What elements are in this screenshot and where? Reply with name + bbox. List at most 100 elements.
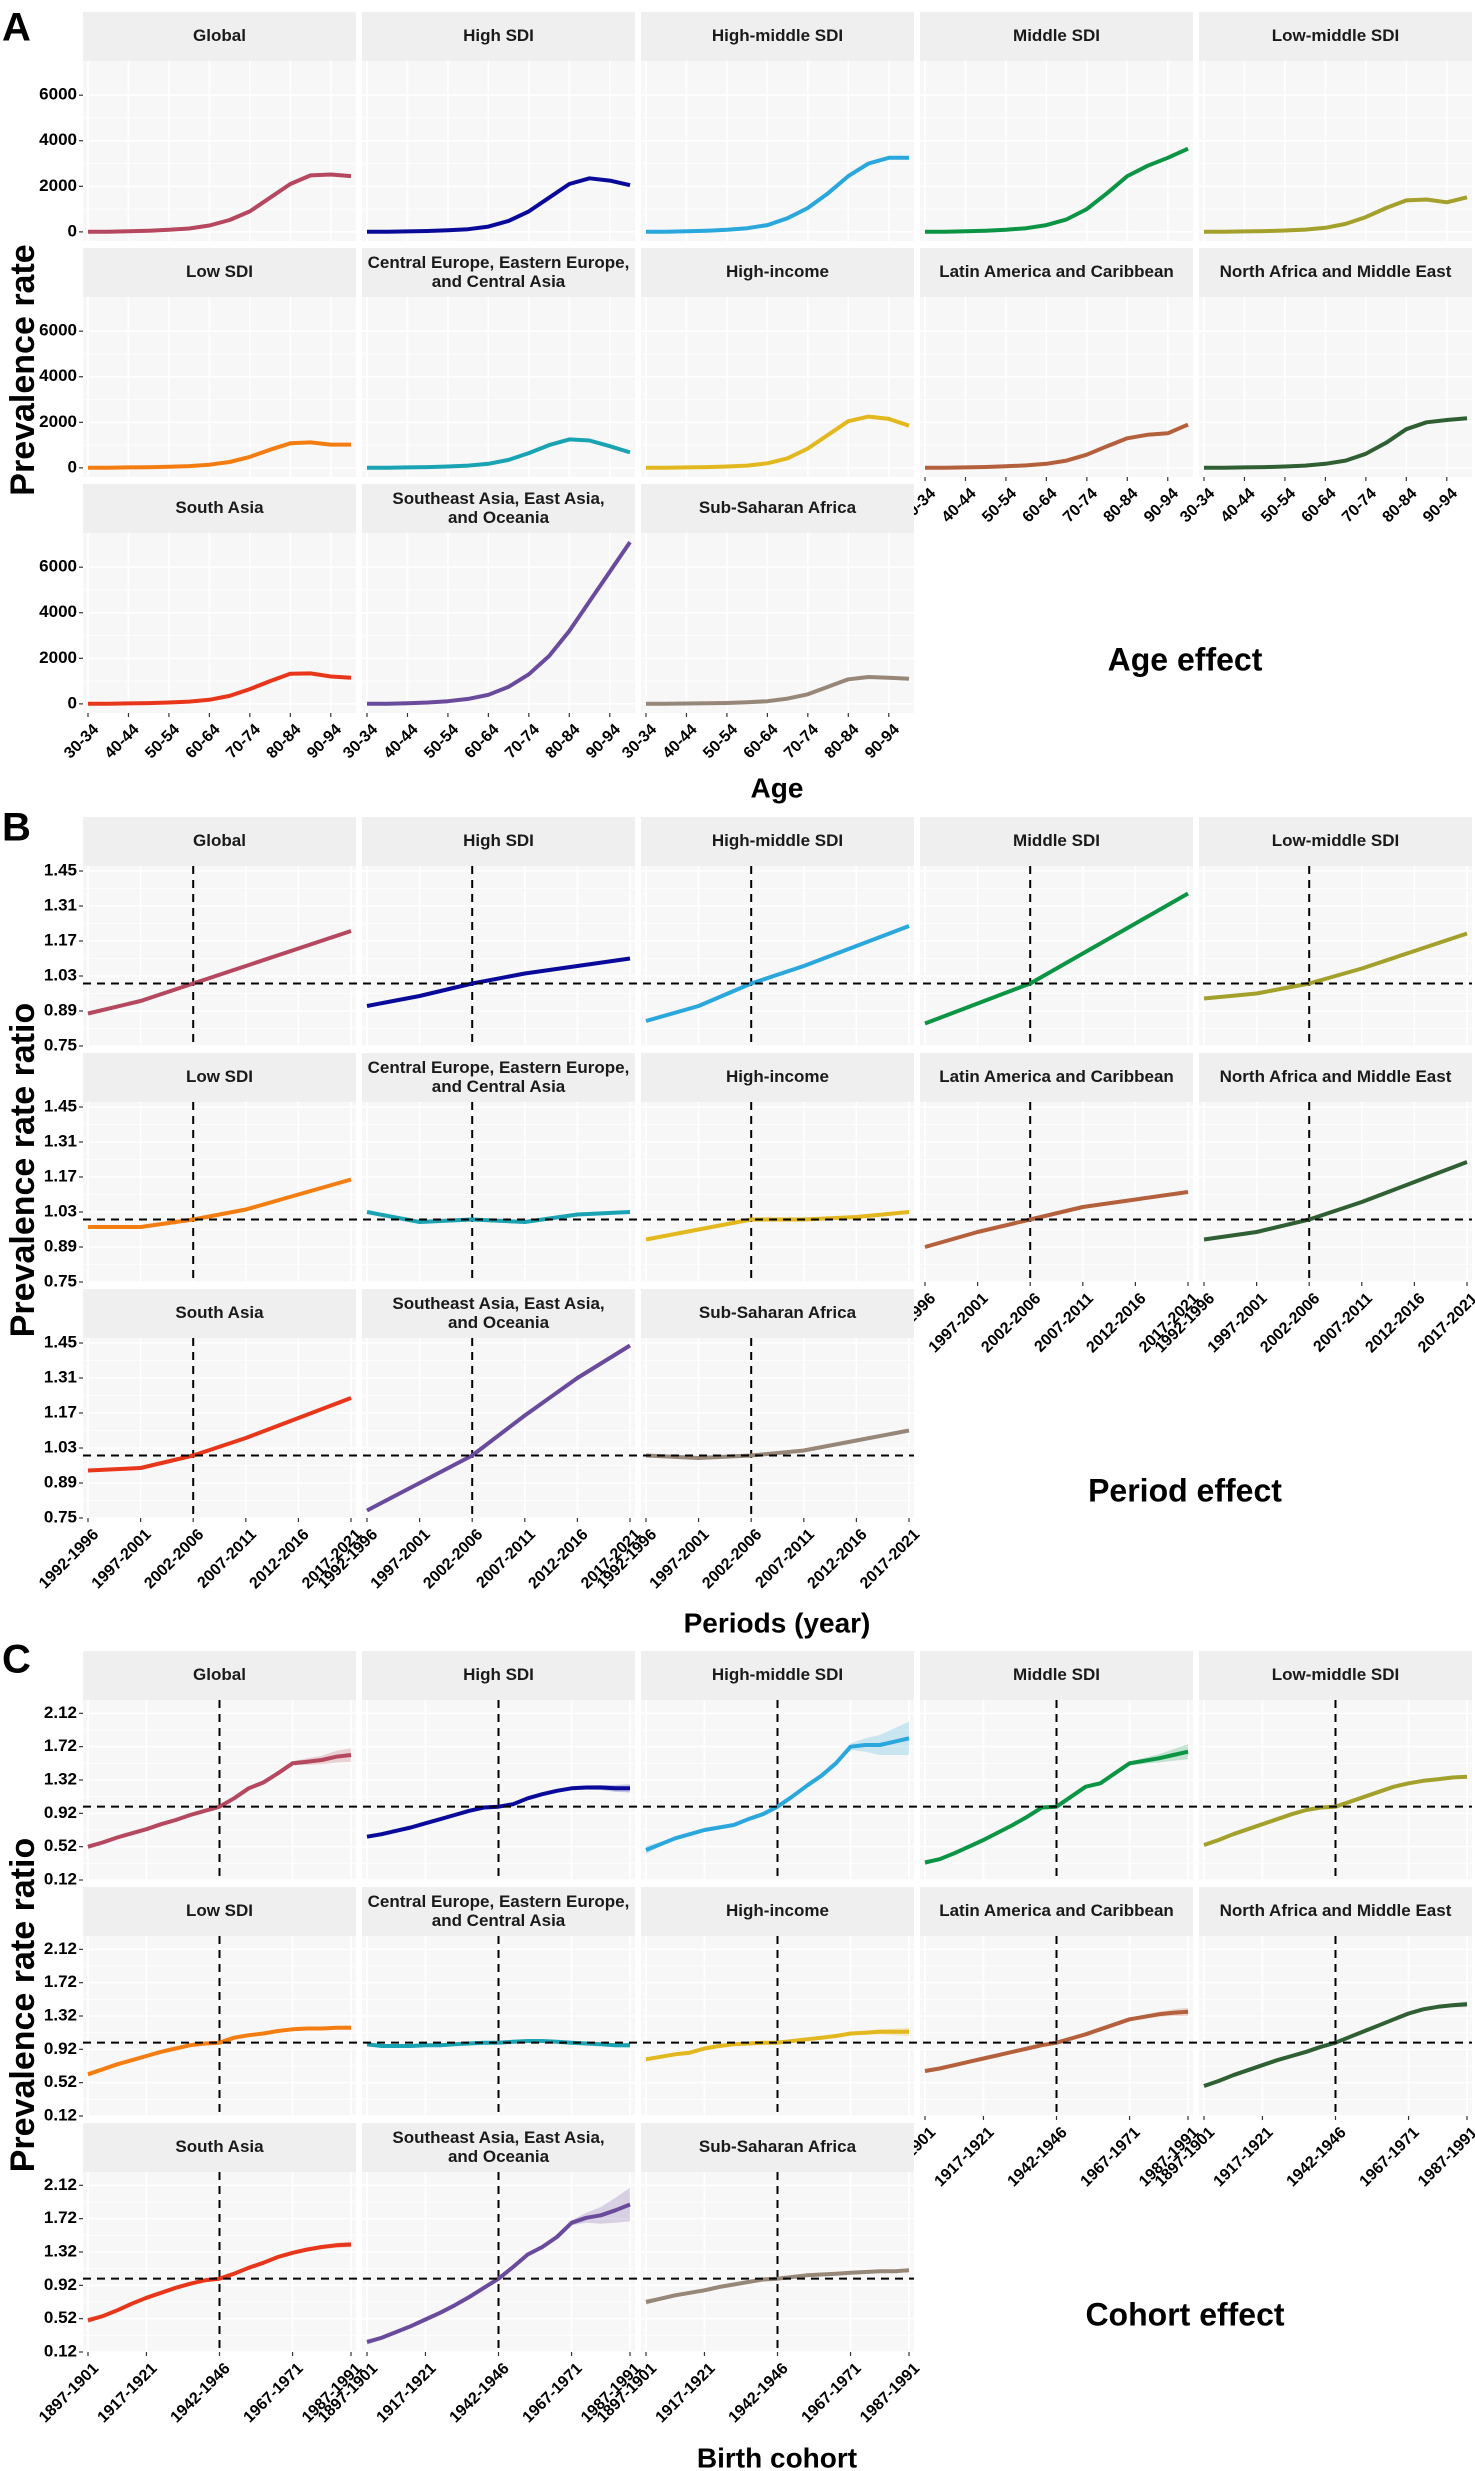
x-tick-label: 1917-1921	[932, 2124, 998, 2190]
facet-middle-sdi: Middle SDI	[920, 1651, 1193, 1881]
facet-strip	[1199, 248, 1472, 297]
facet-title: North Africa and Middle East	[1220, 1067, 1452, 1086]
facet-strip	[641, 1887, 914, 1936]
facet-strip	[83, 817, 356, 866]
effect-label: Age effect	[1108, 641, 1263, 677]
facet-title: Global	[193, 831, 246, 850]
facet-central-europe-eastern-europe-and-central-asia: Central Europe, Eastern Europe,and Centr…	[362, 1887, 635, 2117]
x-tick-label: 70-74	[1060, 485, 1101, 526]
y-tick-label: 6000	[39, 557, 77, 576]
facet-title: High SDI	[463, 26, 534, 45]
facet-high-sdi: High SDI	[362, 12, 635, 241]
plot-background	[1199, 61, 1472, 241]
plot-background	[920, 297, 1193, 477]
facet-strip	[362, 484, 635, 533]
series-line-global	[87, 929, 352, 1016]
facet-title: Global	[193, 26, 246, 45]
series-line-high-income	[645, 2029, 909, 2062]
y-tick-label: 0.75	[44, 1271, 77, 1290]
facet-strip	[1199, 1651, 1472, 1700]
x-tick-label: 40-44	[1218, 485, 1259, 526]
facet-low-sdi: Low SDI 0.75 0.89 1.03 1.17 1.31 1.45	[44, 1053, 356, 1290]
y-tick-label: 2000	[39, 176, 77, 195]
series-line-sub-saharan-africa	[645, 1428, 910, 1460]
x-tick-label: 40-44	[660, 721, 701, 762]
x-tick-label: 1942-1946	[1284, 2124, 1350, 2190]
x-tick-label: 40-44	[102, 721, 143, 762]
series-line-central-europe-eastern-europe-and-central-asia	[366, 2039, 630, 2048]
x-tick-label: 80-84	[1101, 485, 1142, 526]
plot-background	[362, 61, 635, 241]
y-tick-label: 1.45	[44, 1096, 77, 1115]
plot-background	[83, 1338, 356, 1518]
x-tick-label: 80-84	[264, 721, 305, 762]
panel-letter: C	[2, 1638, 31, 1682]
series-line-latin-america-and-caribbean	[924, 422, 1189, 470]
y-tick-label: 1.45	[44, 1332, 77, 1351]
x-tick-label: 50-54	[979, 485, 1020, 526]
facet-north-africa-and-middle-east: North Africa and Middle East1992-1996199…	[1152, 1053, 1475, 1356]
facet-low-sdi: Low SDI 0.12 0.52 0.92 1.32 1.72 2.12	[44, 1887, 356, 2124]
series-line-high-income	[645, 414, 910, 470]
x-axis-title: Periods (year)	[684, 1607, 871, 1638]
x-tick-label: 50-54	[1258, 485, 1299, 526]
plot-background	[1199, 866, 1472, 1046]
x-tick-label: 80-84	[543, 721, 584, 762]
facet-south-asia: South Asia 0.12 0.52 0.92 1.32 1.72 2.12 1897-1…	[36, 2123, 365, 2426]
facet-strip	[362, 1887, 635, 1936]
x-tick-label: 30-34	[61, 721, 102, 762]
x-tick-label: 1917-1921	[95, 2360, 161, 2426]
y-tick-label: 1.03	[44, 1437, 77, 1456]
facet-south-asia: South Asia 0 2000 4000 6000 30-34 40-44 50-54 60…	[39, 484, 356, 762]
y-tick-label: 2.12	[44, 1939, 77, 1958]
series-line-high-middle-sdi	[645, 155, 909, 234]
facet-strip	[1199, 817, 1472, 866]
plot-background	[83, 1102, 356, 1282]
facet-latin-america-and-caribbean: Latin America and Caribbean1992-19961997…	[873, 1053, 1202, 1356]
x-tick-label: 1917-1921	[653, 2360, 719, 2426]
plot-background	[641, 533, 914, 713]
y-tick-label: 2000	[39, 648, 77, 667]
facet-title: North Africa and Middle East	[1220, 1901, 1452, 1920]
plot-background	[641, 1102, 914, 1282]
series-line-low-sdi	[87, 440, 351, 470]
facet-sub-saharan-africa: Sub-Saharan Africa 30-34 40-44 50-54 60-64 70…	[619, 484, 914, 762]
facet-title: Middle SDI	[1013, 831, 1100, 850]
facet-title: Middle SDI	[1013, 1665, 1100, 1684]
series-line-high-middle-sdi	[645, 924, 910, 1023]
y-tick-label: 2.12	[44, 2175, 77, 2194]
facet-title: Low SDI	[186, 1067, 253, 1086]
x-tick-label: 90-94	[304, 721, 345, 762]
y-tick-label: 1.32	[44, 2005, 77, 2024]
facet-strip	[362, 1053, 635, 1102]
y-tick-label: 1.17	[44, 1402, 77, 1421]
facet-middle-sdi: Middle SDI	[920, 817, 1193, 1047]
facet-title: Low-middle SDI	[1272, 831, 1400, 850]
facet-southeast-asia-east-asia-and-oceania: Southeast Asia, East Asia,and Oceania189…	[315, 2123, 644, 2426]
x-tick-label: 1942-1946	[1005, 2124, 1071, 2190]
facet-strip	[920, 1053, 1193, 1102]
facet-strip	[641, 2123, 914, 2172]
plot-background	[920, 1102, 1193, 1282]
facet-strip	[641, 817, 914, 866]
facet-high-middle-sdi: High-middle SDI	[641, 1651, 914, 1881]
facet-title: South Asia	[175, 2137, 264, 2156]
y-tick-label: 0.52	[44, 1836, 77, 1855]
series-line-low-middle-sdi	[1203, 931, 1468, 1001]
x-tick-label: 1967-1971	[799, 2360, 865, 2426]
facet-strip	[641, 1651, 914, 1700]
y-axis-title: Prevalence rate ratio	[4, 1838, 42, 2173]
y-tick-label: 0	[68, 457, 77, 476]
facet-central-europe-eastern-europe-and-central-asia: Central Europe, Eastern Europe,and Centr…	[362, 248, 635, 477]
series-line-southeast-asia-east-asia-and-oceania	[366, 1343, 632, 1513]
series-line-middle-sdi	[924, 891, 1189, 1026]
facet-low-middle-sdi: Low-middle SDI	[1199, 817, 1472, 1047]
facet-high-sdi: High SDI	[362, 817, 635, 1047]
facet-title: Sub-Saharan Africa	[699, 2137, 857, 2156]
x-tick-label: 1967-1971	[241, 2360, 307, 2426]
x-tick-label: 1942-1946	[726, 2360, 792, 2426]
series-line-high-income	[645, 1210, 910, 1242]
y-tick-label: 6000	[39, 321, 77, 340]
facet-title: Latin America and Caribbean	[939, 1901, 1174, 1920]
